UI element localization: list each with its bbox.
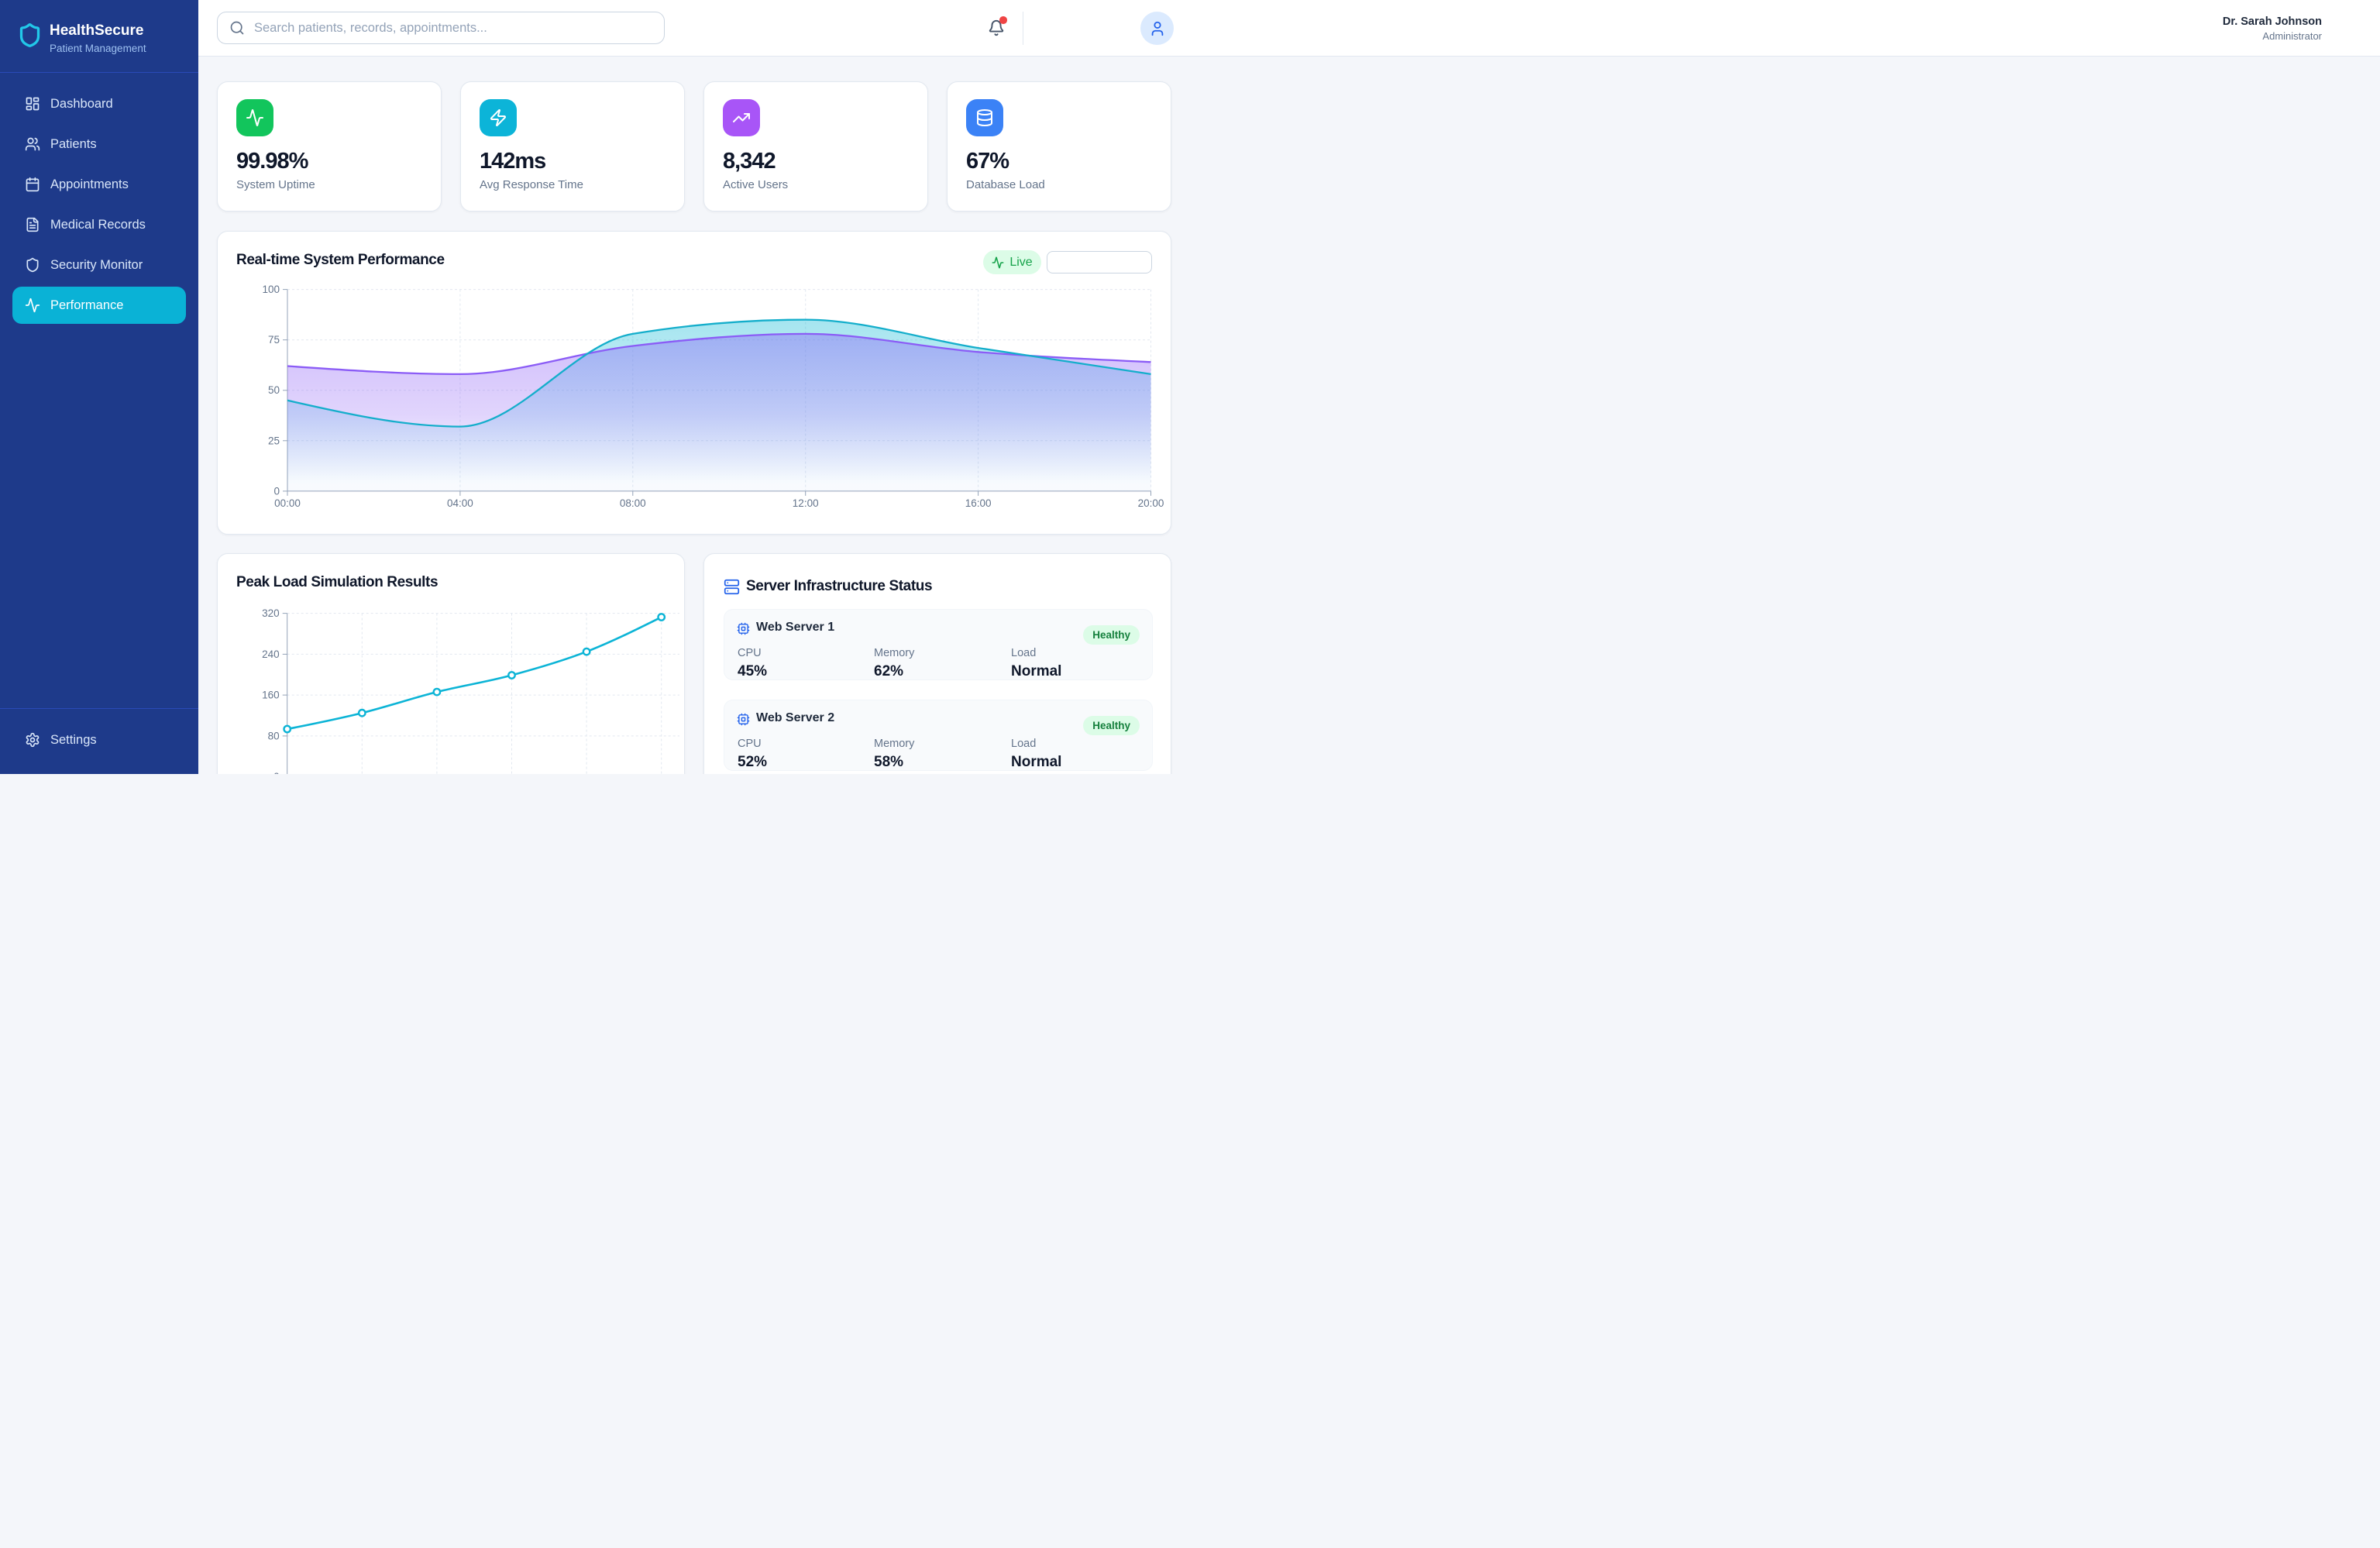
svg-text:20:00: 20:00 — [1138, 497, 1164, 509]
svg-text:100: 100 — [262, 284, 280, 295]
svg-text:0: 0 — [273, 771, 280, 774]
svg-text:75: 75 — [268, 334, 280, 346]
svg-text:240: 240 — [262, 648, 280, 660]
svg-text:80: 80 — [268, 730, 280, 741]
svg-text:08:00: 08:00 — [620, 497, 646, 509]
svg-text:160: 160 — [262, 690, 280, 701]
svg-text:25: 25 — [268, 435, 280, 446]
svg-text:12:00: 12:00 — [793, 497, 819, 509]
svg-text:00:00: 00:00 — [274, 497, 301, 509]
svg-text:16:00: 16:00 — [965, 497, 992, 509]
svg-text:320: 320 — [262, 607, 280, 619]
svg-text:04:00: 04:00 — [447, 497, 473, 509]
svg-text:50: 50 — [268, 384, 280, 396]
svg-text:0: 0 — [273, 485, 280, 497]
